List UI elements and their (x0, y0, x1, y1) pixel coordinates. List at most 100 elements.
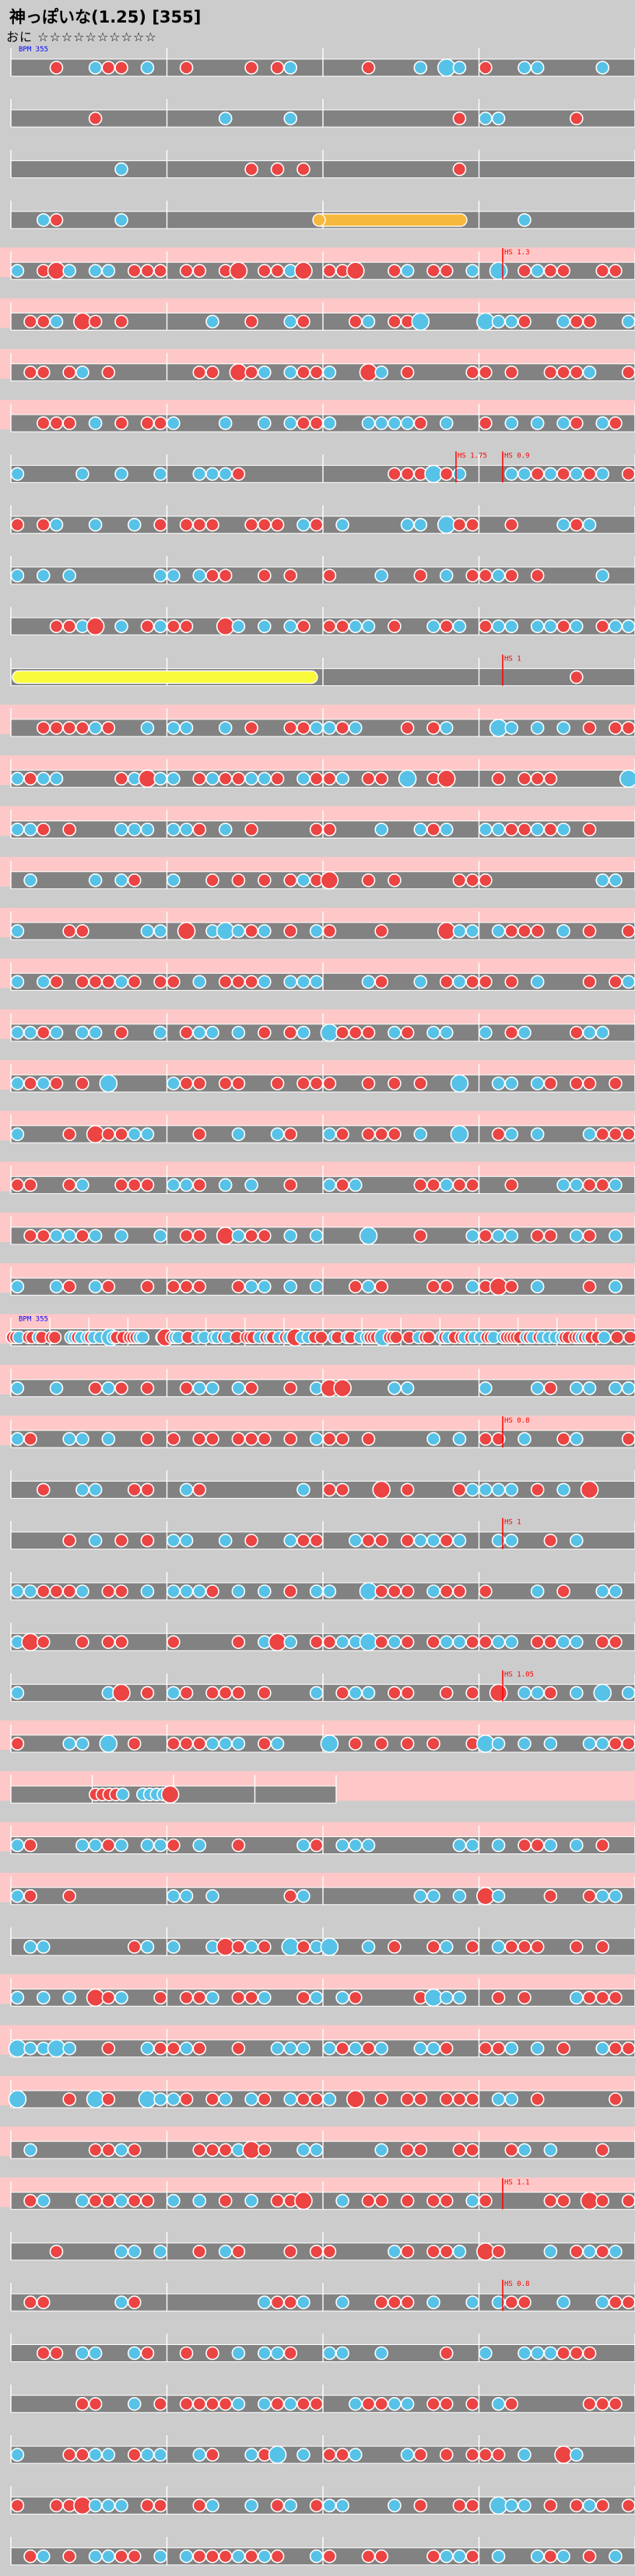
red-circle-icon (101, 1279, 116, 1293)
blue-circle-icon (88, 1229, 103, 1243)
blue-circle-icon (479, 111, 493, 126)
red-circle-icon (582, 924, 597, 938)
red-circle-icon (322, 924, 337, 938)
blue-circle-icon (491, 1940, 506, 1954)
red-circle-icon (86, 1988, 105, 2007)
red-circle-icon (413, 2498, 428, 2513)
red-circle-icon (218, 975, 233, 989)
red-circle-icon (205, 569, 219, 583)
blue-circle-icon (595, 1584, 610, 1598)
red-circle-icon (452, 111, 467, 126)
blue-circle-icon (504, 467, 519, 481)
red-circle-icon (426, 721, 440, 735)
red-circle-icon (609, 2397, 623, 2411)
red-circle-icon (479, 61, 493, 75)
red-circle-icon (49, 1076, 64, 1090)
blue-circle-icon (36, 569, 51, 583)
blue-circle-icon (335, 517, 349, 532)
red-circle-icon (49, 61, 64, 75)
red-circle-icon (465, 365, 479, 380)
blue-circle-icon (36, 772, 51, 786)
red-circle-icon (231, 1432, 246, 1446)
blue-circle-icon (62, 264, 76, 278)
red-circle-icon (609, 264, 623, 278)
blue-circle-icon (153, 924, 167, 938)
blue-circle-icon (10, 1381, 25, 1395)
blue-circle-icon (62, 1737, 76, 1751)
red-circle-icon (335, 1025, 349, 1040)
blue-circle-icon (167, 721, 181, 735)
blue-circle-icon (244, 2193, 258, 2208)
red-circle-icon (296, 1990, 310, 2005)
red-circle-icon (400, 365, 415, 380)
blue-circle-icon (10, 1025, 25, 1040)
blue-circle-icon (413, 975, 428, 989)
red-circle-icon (465, 975, 479, 989)
blue-circle-icon (140, 822, 155, 837)
blue-circle-icon (452, 1889, 467, 1903)
red-circle-icon (167, 619, 181, 634)
red-circle-icon (621, 2295, 635, 2309)
blue-circle-icon (361, 975, 376, 989)
red-circle-icon (543, 1229, 558, 1243)
blue-circle-icon (361, 1940, 376, 1954)
blue-circle-icon (504, 1127, 519, 1142)
blue-circle-icon (452, 924, 467, 938)
blue-circle-icon (530, 2549, 545, 2564)
red-circle-icon (543, 2498, 558, 2513)
blue-circle-icon (335, 2346, 349, 2361)
blue-circle-icon (570, 1229, 584, 1243)
blue-circle-icon (36, 975, 51, 989)
red-circle-icon (258, 1685, 272, 1700)
red-circle-icon (556, 2193, 570, 2208)
chart-row (10, 2333, 635, 2362)
blue-circle-icon (359, 1582, 378, 1601)
red-circle-icon (437, 769, 456, 789)
red-circle-icon (335, 619, 349, 634)
red-circle-icon (229, 261, 248, 281)
red-circle-icon (179, 1229, 194, 1243)
blue-circle-icon (258, 2295, 272, 2309)
red-circle-icon (309, 1838, 324, 1853)
blue-circle-icon (388, 416, 402, 430)
chart-event-label: BPM 355 (19, 46, 48, 54)
chart-row (10, 505, 635, 534)
blue-circle-icon (582, 1737, 597, 1751)
blue-circle-icon (570, 619, 584, 634)
red-circle-icon (179, 1685, 194, 1700)
blue-circle-icon (114, 2193, 128, 2208)
blue-circle-icon (49, 772, 64, 786)
red-circle-icon (570, 1940, 584, 1954)
blue-circle-icon (62, 2041, 76, 2056)
red-circle-icon (595, 1127, 610, 1142)
red-circle-icon (309, 517, 324, 532)
red-circle-icon (413, 1076, 428, 1090)
blue-circle-icon (167, 873, 181, 887)
red-circle-icon (621, 1127, 635, 1142)
blue-circle-icon (570, 1178, 584, 1192)
blue-circle-icon (216, 922, 235, 940)
red-circle-icon (218, 2549, 233, 2564)
blue-circle-icon (179, 1178, 194, 1192)
chart-row (0, 1872, 635, 1906)
blue-circle-icon (153, 1025, 167, 1040)
blue-circle-icon (283, 2397, 298, 2411)
blue-circle-icon (595, 2041, 610, 2056)
blue-circle-icon (437, 515, 456, 534)
blue-circle-icon (491, 822, 506, 837)
blue-circle-icon (335, 1838, 349, 1853)
red-circle-icon (426, 1279, 440, 1293)
red-circle-icon (322, 1635, 337, 1650)
red-circle-icon (114, 1584, 128, 1598)
red-circle-icon (114, 1381, 128, 1395)
blue-circle-icon (10, 1279, 25, 1293)
blue-circle-icon (556, 2549, 570, 2564)
red-circle-icon (322, 772, 337, 786)
red-circle-icon (192, 2245, 207, 2259)
red-circle-icon (10, 2498, 25, 2513)
blue-circle-icon (192, 1584, 207, 1598)
blue-circle-icon (504, 1229, 519, 1243)
red-circle-icon (439, 975, 454, 989)
blue-circle-icon (114, 873, 128, 887)
blue-circle-icon (75, 365, 89, 380)
